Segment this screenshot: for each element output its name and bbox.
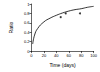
svg-text:0.2: 0.2 bbox=[24, 39, 30, 44]
svg-text:100: 100 bbox=[90, 53, 97, 58]
svg-text:0.6: 0.6 bbox=[24, 20, 30, 25]
svg-text:40: 40 bbox=[54, 53, 59, 58]
svg-text:0.4: 0.4 bbox=[24, 30, 30, 35]
svg-text:1: 1 bbox=[27, 2, 30, 7]
svg-text:Ratio: Ratio bbox=[8, 22, 14, 34]
svg-text:0: 0 bbox=[27, 48, 30, 54]
svg-text:0: 0 bbox=[30, 53, 33, 58]
svg-text:0.8: 0.8 bbox=[24, 11, 30, 16]
svg-text:20: 20 bbox=[42, 53, 47, 58]
svg-text:80: 80 bbox=[79, 53, 84, 58]
svg-text:60: 60 bbox=[67, 53, 72, 58]
svg-text:Time (days): Time (days) bbox=[49, 62, 76, 68]
